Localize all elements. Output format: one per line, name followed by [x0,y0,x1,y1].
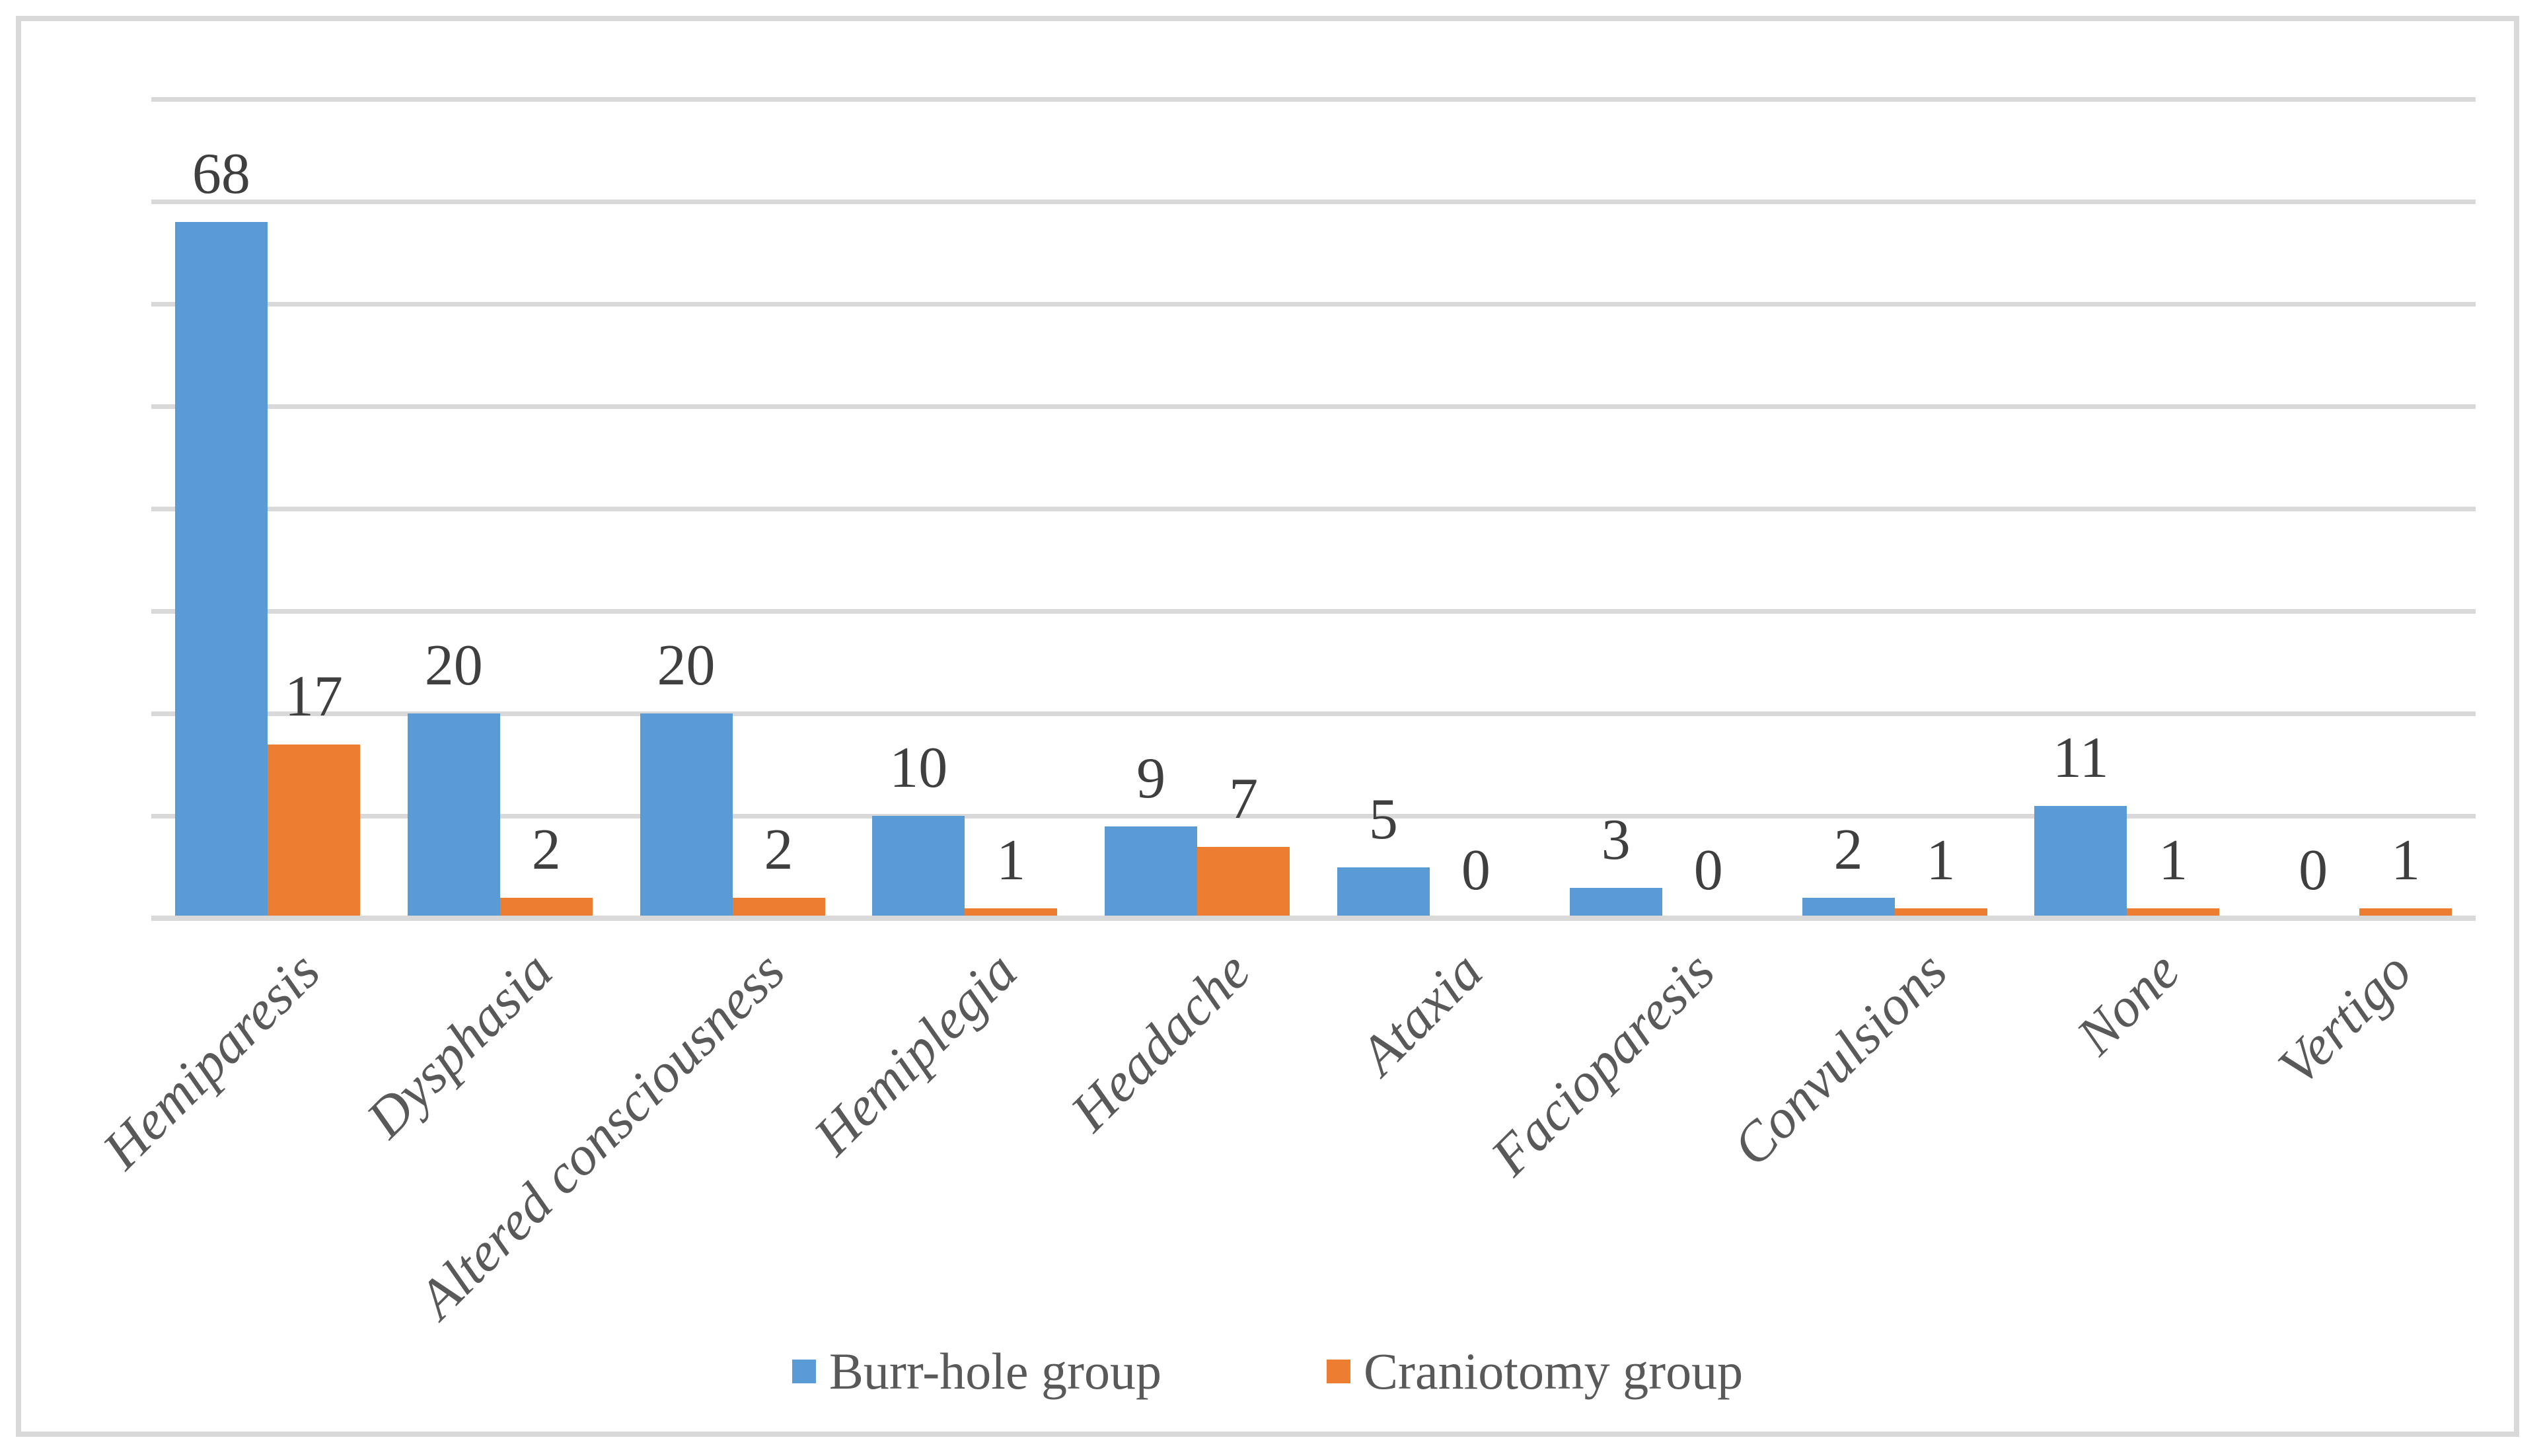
legend-marker-craniotomy-group [1327,1360,1351,1383]
bar-burr-hole-group-facioparesis [1569,887,1662,918]
gridline-20 [151,711,2476,716]
x-axis-line [151,916,2476,921]
data-label-craniotomy-group-altered-consciousness: 2 [764,818,793,882]
data-label-burr-hole-group-headache: 9 [1136,746,1166,811]
category-label-facioparesis: Facioparesis [1479,940,1726,1188]
gridline-60 [151,302,2476,307]
category-label-headache: Headache [1058,940,1262,1144]
category-label-ataxia: Ataxia [1348,940,1494,1087]
category-label-vertigo: Vertigo [2266,940,2424,1097]
gridline-10 [151,814,2476,819]
bar-craniotomy-group-dysphasia [499,898,593,918]
gridline-40 [151,507,2476,511]
category-label-hemiplegia: Hemiplegia [802,940,1029,1167]
data-label-craniotomy-group-headache: 7 [1229,766,1259,831]
data-label-burr-hole-group-dysphasia: 20 [424,634,483,698]
bar-burr-hole-group-hemiparesis [174,222,268,918]
bar-burr-hole-group-altered-consciousness [640,713,733,918]
bar-craniotomy-group-headache [1197,846,1290,918]
category-label-dysphasia: Dysphasia [355,940,564,1150]
bar-burr-hole-group-ataxia [1337,867,1430,918]
data-label-craniotomy-group-convulsions: 1 [1926,828,1956,892]
data-label-burr-hole-group-none: 11 [2052,725,2109,790]
legend-item-craniotomy-group: Craniotomy group [1327,1346,1743,1397]
data-label-burr-hole-group-facioparesis: 3 [1601,807,1631,872]
legend: Burr-hole group Craniotomy group [21,1346,2514,1397]
category-label-none: None [2065,940,2192,1067]
gridline-80 [151,97,2476,102]
data-label-craniotomy-group-vertigo: 1 [2391,828,2421,892]
chart-frame: 68 17 20 2 20 2 10 1 9 7 5 0 3 0 2 1 11 1 0 1 Hemiparesis Dy… [16,16,2519,1437]
bar-craniotomy-group-hemiparesis [267,744,360,918]
data-label-craniotomy-group-hemiplegia: 1 [996,828,1026,892]
bar-burr-hole-group-headache [1105,826,1198,918]
data-label-craniotomy-group-dysphasia: 2 [531,818,561,882]
gridline-30 [151,609,2476,614]
bar-burr-hole-group-hemiplegia [872,816,965,918]
plot-area: 68 17 20 2 20 2 10 1 9 7 5 0 3 0 2 1 11 1 0 1 Hemiparesis Dy… [91,97,2476,1330]
data-label-burr-hole-group-vertigo: 0 [2299,838,2328,902]
bar-burr-hole-group-dysphasia [407,713,500,918]
legend-label-craniotomy-group: Craniotomy group [1364,1342,1744,1400]
category-label-hemiparesis: Hemiparesis [91,940,332,1181]
data-label-burr-hole-group-ataxia: 5 [1368,787,1398,852]
bar-craniotomy-group-altered-consciousness [732,898,825,918]
bar-burr-hole-group-convulsions [1802,898,1895,918]
data-label-burr-hole-group-convulsions: 2 [1833,818,1863,882]
data-label-burr-hole-group-hemiplegia: 10 [889,736,948,800]
data-label-craniotomy-group-facioparesis: 0 [1693,838,1723,902]
data-label-craniotomy-group-ataxia: 0 [1461,838,1491,902]
bar-burr-hole-group-none [2034,805,2127,918]
gridline-70 [151,200,2476,204]
data-label-craniotomy-group-none: 1 [2158,828,2188,892]
data-label-craniotomy-group-hemiparesis: 17 [284,664,343,729]
legend-label-burr-hole-group: Burr-hole group [829,1342,1162,1400]
legend-item-burr-hole-group: Burr-hole group [792,1346,1161,1397]
data-label-burr-hole-group-altered-consciousness: 20 [657,634,716,698]
category-label-convulsions: Convulsions [1721,940,1959,1178]
gridline-50 [151,404,2476,409]
data-label-burr-hole-group-hemiparesis: 68 [192,142,250,206]
legend-marker-burr-hole-group [792,1360,816,1383]
